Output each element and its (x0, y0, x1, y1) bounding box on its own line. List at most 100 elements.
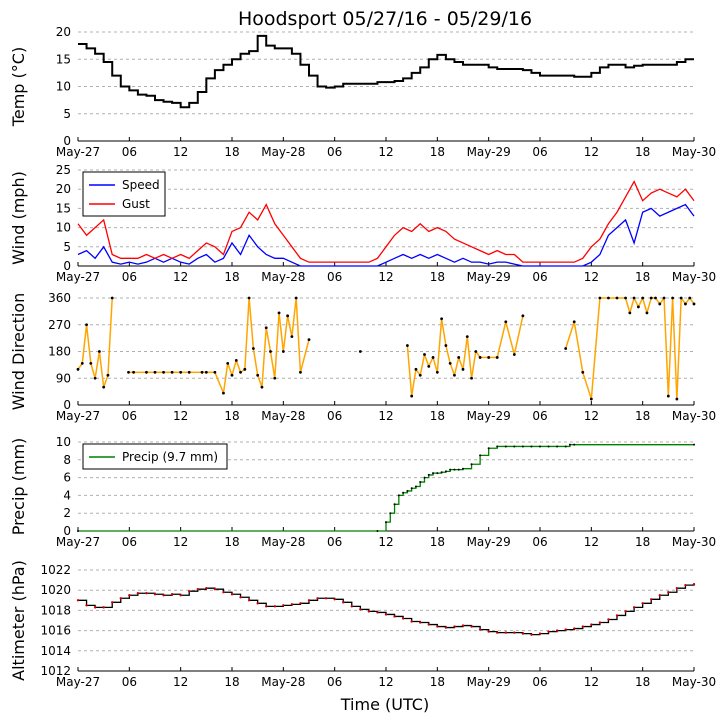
direction-point (97, 350, 101, 353)
wind-xtick-label: 12 (584, 270, 599, 284)
direction-point (260, 385, 264, 389)
altimeter-xtick-label: May-29 (467, 675, 511, 689)
direction-point (478, 356, 482, 359)
precip-ytick-label: 6 (63, 471, 71, 485)
direction-point (93, 376, 97, 380)
direction-segment (98, 351, 105, 388)
altimeter-xtick-label: 12 (378, 675, 393, 689)
altimeter-point (684, 583, 687, 587)
altimeter-point (667, 591, 670, 594)
direction-point (423, 353, 426, 356)
altimeter-xtick-label: 18 (224, 675, 239, 689)
precip-xtick-label: 18 (224, 535, 239, 549)
altimeter-point (410, 620, 413, 623)
direction-ytick-label: 360 (48, 291, 71, 305)
direction-point (692, 302, 696, 306)
altimeter-point (299, 602, 302, 605)
direction-point (487, 356, 491, 359)
direction-point (170, 370, 174, 374)
direction-point (251, 347, 255, 350)
direction-segment (641, 297, 648, 314)
direction-point (290, 335, 294, 339)
temp-xtick-label: 18 (224, 145, 239, 159)
direction-point (607, 296, 610, 300)
temp-xtick-label: May-27 (56, 145, 100, 159)
altimeter-xtick-label: May-30 (672, 675, 716, 689)
direction-segment (671, 297, 678, 400)
precip-ytick-label: 10 (56, 435, 71, 449)
direction-segment (94, 351, 101, 379)
altimeter-point (530, 633, 533, 636)
precip-point (496, 445, 499, 448)
direction-segment (432, 357, 439, 373)
direction-point (281, 350, 285, 353)
direction-segment (462, 336, 469, 370)
direction-segment (265, 327, 272, 352)
altimeter-point (658, 594, 661, 597)
altimeter-point (290, 603, 294, 606)
direction-point (427, 364, 431, 368)
figure-title: Hoodsport 05/27/16 - 05/29/16 (238, 8, 532, 30)
precip-xtick-label: 12 (584, 535, 599, 549)
direction-point (256, 373, 260, 377)
altimeter-point (692, 582, 696, 586)
precip-point (556, 445, 559, 448)
direction-segment (282, 315, 289, 352)
direction-point (269, 350, 272, 353)
direction-point (632, 296, 636, 300)
direction-point (286, 314, 290, 318)
altimeter-ytick-label: 1022 (40, 563, 71, 577)
precip-point (693, 443, 695, 446)
direction-segment (81, 324, 88, 364)
direction-point (581, 370, 585, 374)
direction-point (230, 373, 234, 377)
direction-point (641, 296, 645, 300)
direction-segment (564, 321, 575, 349)
precip-point (402, 491, 405, 494)
altimeter-point (547, 630, 550, 633)
direction-point (264, 326, 268, 330)
temp-xtick-label: 06 (122, 145, 137, 159)
figure-xlabel: Time (UTC) (340, 695, 429, 714)
wind-ytick-label: 15 (56, 201, 71, 215)
direction-point (418, 373, 422, 377)
temp-xtick-label: 12 (173, 145, 188, 159)
precip-point (513, 445, 516, 448)
altimeter-point (461, 624, 465, 627)
direction-segment (256, 375, 263, 388)
direction-segment (663, 297, 670, 397)
wind-ytick-label: 5 (63, 240, 71, 254)
altimeter-point (205, 586, 208, 590)
direction-ytick-label: 90 (56, 371, 71, 385)
precip-point (436, 472, 439, 475)
direction-segment (248, 297, 255, 349)
direction-segment (646, 297, 652, 314)
direction-point (110, 296, 114, 300)
altimeter-point (145, 592, 148, 595)
precip-point (453, 468, 456, 471)
wind-ytick-label: 10 (56, 221, 71, 235)
direction-point (106, 373, 110, 377)
altimeter-point (419, 621, 422, 624)
wind-speed-line (77, 203, 695, 267)
altimeter-point (367, 610, 371, 613)
altimeter-ytick-label: 1018 (40, 603, 71, 617)
altimeter-point (376, 611, 379, 614)
direction-point (102, 385, 106, 389)
direction-segment (582, 372, 593, 400)
precip-point (423, 476, 426, 479)
temp-xtick-label: 12 (378, 145, 393, 159)
direction-segment (458, 357, 464, 370)
direction-point (684, 302, 687, 306)
precip-xtick-label: 12 (378, 535, 393, 549)
altimeter-point (273, 605, 276, 608)
precip-point (479, 454, 482, 457)
direction-segment (633, 297, 640, 308)
precip-point (393, 503, 396, 506)
wind-xtick-label: May-30 (672, 270, 716, 284)
precip-ytick-label: 4 (63, 488, 71, 502)
precip-xtick-label: 06 (532, 535, 547, 549)
wind-ytick-label: 25 (56, 163, 71, 177)
altimeter-point (247, 599, 251, 602)
altimeter-point (102, 606, 105, 609)
